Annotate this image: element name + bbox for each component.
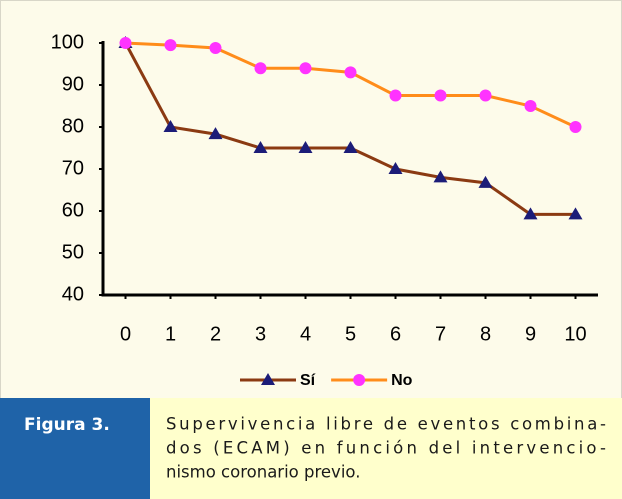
legend-label: Sí (300, 372, 316, 389)
y-tick-label: 60 (62, 199, 84, 221)
legend-label: No (391, 372, 413, 389)
x-tick-label: 9 (525, 323, 536, 345)
y-tick-label: 90 (62, 73, 84, 95)
x-tick-label: 8 (480, 323, 491, 345)
x-tick-label: 6 (390, 323, 401, 345)
caption-label: Figura 3. (24, 415, 110, 435)
caption-line: Supervivencia libre de eventos combina- (166, 415, 606, 434)
x-tick-label: 3 (255, 323, 266, 345)
marker (163, 120, 178, 132)
x-tick-label: 5 (345, 323, 356, 345)
marker (299, 62, 312, 75)
x-tick-label: 7 (435, 323, 446, 345)
marker (479, 89, 492, 102)
marker (298, 141, 313, 153)
x-tick-label: 10 (564, 323, 586, 345)
marker (209, 42, 222, 55)
marker (434, 89, 447, 102)
marker (261, 373, 275, 385)
marker (478, 175, 493, 188)
y-tick-label: 40 (62, 283, 84, 305)
marker (524, 100, 537, 112)
marker (253, 141, 268, 153)
marker (208, 127, 223, 140)
caption-line: nismo coronario previo. (166, 463, 360, 482)
x-tick-label: 2 (210, 323, 221, 345)
marker (523, 207, 538, 220)
marker (344, 66, 357, 79)
caption-line: dos (ECAM) en función del intervencio- (166, 439, 606, 458)
marker (164, 39, 177, 52)
x-tick-label: 1 (165, 323, 176, 345)
marker (568, 207, 583, 220)
marker (388, 162, 403, 174)
marker (119, 37, 132, 49)
x-tick-label: 0 (120, 323, 131, 345)
marker (389, 89, 402, 102)
caption-text-box (150, 398, 622, 499)
marker (254, 62, 267, 75)
marker (343, 141, 358, 153)
caption-label-box (0, 398, 150, 499)
marker (353, 374, 366, 386)
y-tick-label: 100 (51, 31, 84, 53)
y-tick-label: 70 (62, 157, 84, 179)
y-tick-label: 50 (62, 241, 84, 263)
marker (569, 121, 582, 133)
marker (433, 170, 448, 183)
y-tick-label: 80 (62, 115, 84, 137)
x-tick-label: 4 (300, 323, 311, 345)
